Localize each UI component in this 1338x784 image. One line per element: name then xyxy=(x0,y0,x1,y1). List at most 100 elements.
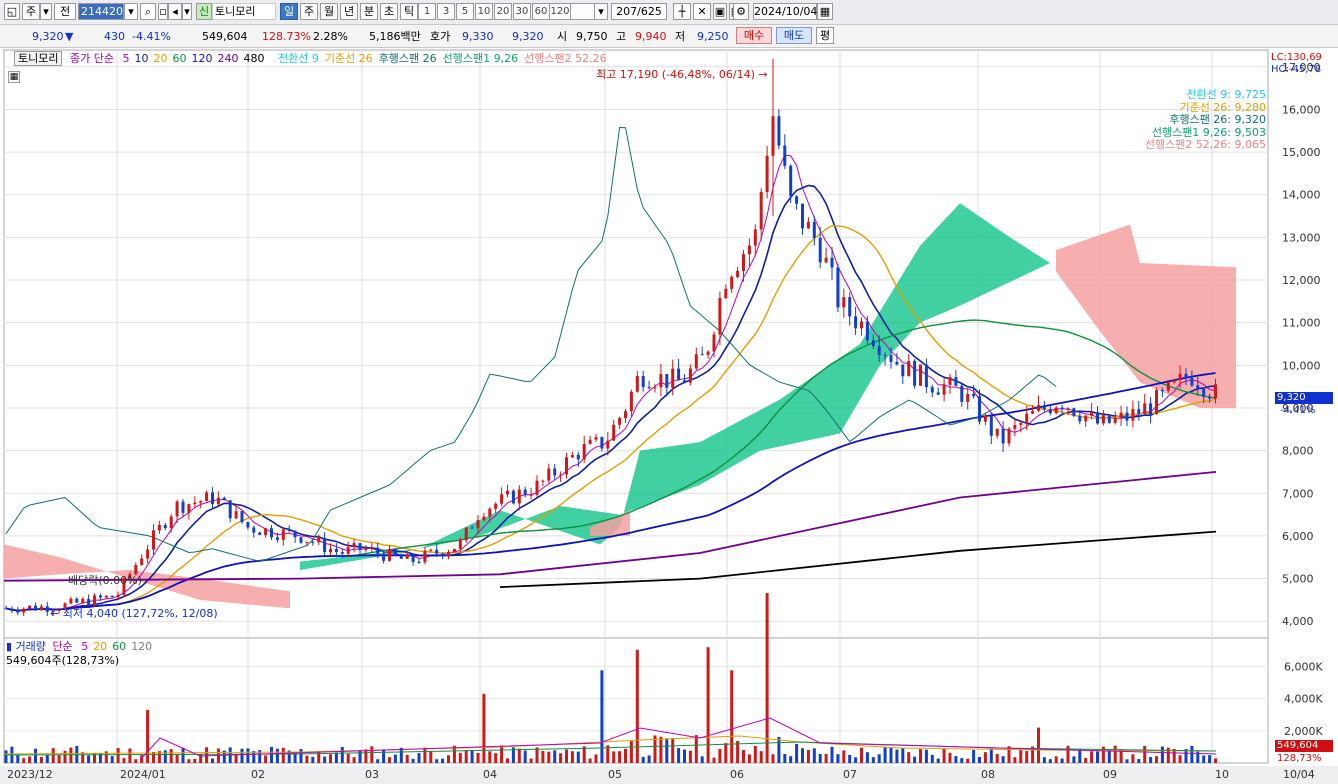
volume-bar-161 xyxy=(954,756,958,763)
candle-body-117 xyxy=(694,354,698,369)
candle-body-57 xyxy=(340,552,344,554)
volume-bar-185 xyxy=(1096,751,1099,763)
save-icon[interactable]: ▣ xyxy=(713,3,727,20)
ichimoku-value-1: 기준선 26: 9,280 xyxy=(1179,100,1266,114)
volume-bar-6 xyxy=(39,756,43,763)
period-tab-0[interactable]: 일 xyxy=(280,3,298,20)
volume-bar-203 xyxy=(1202,755,1206,763)
chevron-down-icon[interactable]: ▾ xyxy=(182,3,192,20)
y-tick-label-5: 9,000 xyxy=(1282,402,1314,415)
interval-button-1[interactable]: 1 xyxy=(418,3,436,20)
ma-period-60: 60 xyxy=(172,52,187,65)
volume-bar-57 xyxy=(340,746,344,763)
candle-body-81 xyxy=(482,516,486,520)
candle-body-49 xyxy=(293,530,297,538)
candle-body-167 xyxy=(989,415,993,436)
low-price: 9,250 xyxy=(697,30,729,43)
volume-bar-125 xyxy=(742,750,745,763)
market-select[interactable]: 주 xyxy=(22,3,40,20)
x-tick-label-5: 05 xyxy=(608,768,622,781)
volume-tag-pct: 128,73% xyxy=(1277,753,1322,764)
volume-bar-74 xyxy=(441,758,445,763)
volume-bar-0 xyxy=(4,750,8,763)
cross-icon[interactable]: ✕ xyxy=(693,3,711,20)
volume-bar-24 xyxy=(146,709,150,763)
history-icon[interactable]: ▫ xyxy=(158,3,168,20)
candle-body-180 xyxy=(1066,408,1070,410)
interval-button-60[interactable]: 60 xyxy=(532,3,550,20)
code-input[interactable]: 214420 xyxy=(78,3,124,20)
volume-bar-120 xyxy=(712,757,716,763)
sell-button[interactable]: 매도 xyxy=(776,27,812,44)
volume-bar-184 xyxy=(1090,751,1094,763)
search-icon[interactable]: ⌕ xyxy=(140,3,156,20)
volume-bar-65 xyxy=(388,757,391,763)
eval-button[interactable]: 평 xyxy=(816,27,834,44)
interval-button-5[interactable]: 5 xyxy=(456,3,474,20)
chevron-down-icon[interactable]: ▾ xyxy=(594,3,608,20)
interval-button-120[interactable]: 120 xyxy=(549,3,571,20)
volume-bar-165 xyxy=(978,756,981,763)
grid-toggle-icon[interactable]: ▦ xyxy=(8,71,20,83)
volume-bar-48 xyxy=(287,750,291,763)
volume-bar-181 xyxy=(1072,756,1076,763)
volume-bar-164 xyxy=(972,749,976,763)
volume-tag: 549,604 xyxy=(1275,740,1333,752)
volume-bar-47 xyxy=(281,747,285,763)
interval-button-3[interactable]: 3 xyxy=(437,3,455,20)
volume-bar-67 xyxy=(399,747,403,763)
ichimoku-legend-3: 선행스팬1 9,26 xyxy=(442,52,519,65)
candle-body-204 xyxy=(1208,396,1212,399)
volume-bar-154 xyxy=(913,756,917,763)
candle-body-10 xyxy=(63,603,67,610)
chevron-down-icon[interactable]: ▾ xyxy=(40,3,52,20)
candle-body-114 xyxy=(677,368,681,381)
period-tab-1[interactable]: 주 xyxy=(300,3,318,20)
candle-body-126 xyxy=(747,245,751,255)
interval-button-20[interactable]: 20 xyxy=(494,3,512,20)
high-annotation: 최고 17,190 (-46,48%, 06/14) → xyxy=(596,68,768,81)
volume-name: 거래량 xyxy=(15,640,46,653)
volume-bar-186 xyxy=(1101,746,1105,763)
volume-bar-19 xyxy=(116,748,120,763)
candle-body-143 xyxy=(848,297,852,317)
volume-bar-98 xyxy=(582,746,586,763)
price-legend: 토니모리 종가 단순 5 10 20 60 120 240 480 전환선 9 기준선 26 후… xyxy=(14,51,607,66)
calendar-icon[interactable]: ▦ xyxy=(817,3,833,20)
volume-bar-189 xyxy=(1119,749,1123,763)
period-tab-3[interactable]: 년 xyxy=(340,3,358,20)
period-tab-6[interactable]: 틱 xyxy=(400,3,418,20)
candle-body-199 xyxy=(1178,373,1182,381)
period-tab-4[interactable]: 분 xyxy=(360,3,378,20)
period-tab-5[interactable]: 초 xyxy=(380,3,398,20)
candle-body-104 xyxy=(618,418,622,425)
vol-tick-label-2: 6,000K xyxy=(1284,660,1323,673)
buy-button[interactable]: 매수 xyxy=(736,27,772,44)
scope-select[interactable]: 전 xyxy=(54,3,76,20)
interval-button-10[interactable]: 10 xyxy=(475,3,493,20)
period-tab-2[interactable]: 월 xyxy=(320,3,338,20)
chart-type-icon[interactable]: ┼ xyxy=(673,3,691,20)
interval-button-30[interactable]: 30 xyxy=(513,3,531,20)
candle-body-98 xyxy=(582,443,586,460)
window-icon[interactable]: ◱ xyxy=(4,3,20,20)
gear-icon[interactable]: ⚙ xyxy=(733,3,749,20)
speaker-icon[interactable]: ◂ xyxy=(168,3,182,20)
y-tick-label-4: 8,000 xyxy=(1282,445,1314,458)
volume-bar-21 xyxy=(128,748,132,763)
candle-body-118 xyxy=(700,354,704,356)
volume-bar-136 xyxy=(806,749,810,763)
candle-body-21 xyxy=(128,574,132,579)
volume-bar-103 xyxy=(612,751,616,763)
y-tick-label-9: 13,000 xyxy=(1282,231,1321,244)
price-volume-chart[interactable]: 4,000 5,000 6,000 7,000 8,000 9,000 10,000 11,0… xyxy=(0,48,1338,784)
volume-bar-55 xyxy=(329,754,332,763)
volume-bar-135 xyxy=(801,748,804,763)
candle-body-175 xyxy=(1037,405,1040,411)
bar-count[interactable]: 207/625 xyxy=(611,3,667,20)
volume-bar-159 xyxy=(942,748,946,763)
volume-bar-30 xyxy=(181,747,185,763)
chevron-down-icon[interactable]: ▾ xyxy=(124,3,138,20)
volume-bar-78 xyxy=(464,749,468,763)
date-input[interactable]: 2024/10/04 xyxy=(753,3,818,20)
